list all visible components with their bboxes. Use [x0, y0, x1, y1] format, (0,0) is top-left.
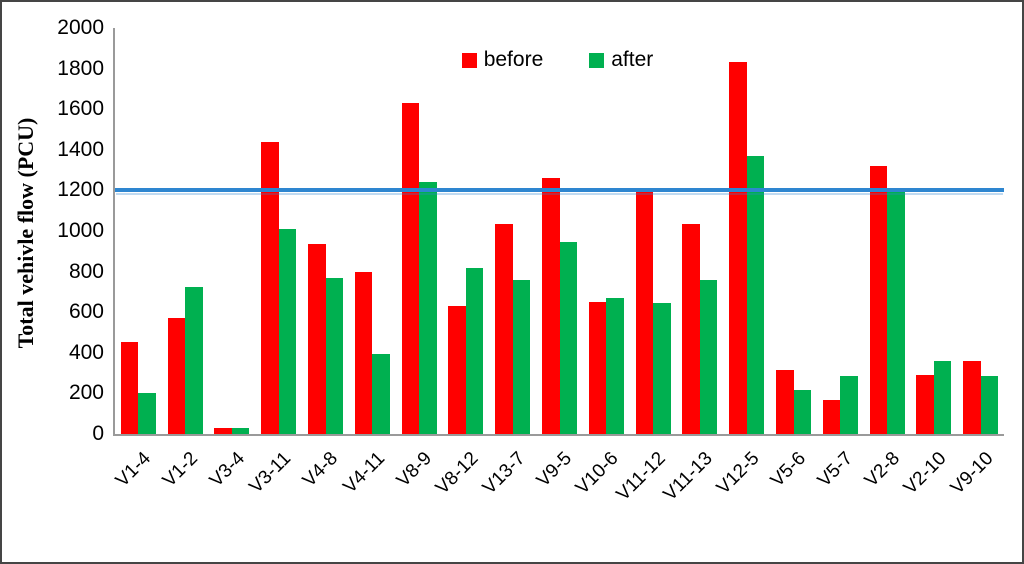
- bar-group-V5-6: [770, 28, 817, 434]
- x-tick-label-V11-13: V11-13: [659, 448, 717, 506]
- legend-label-after: after: [611, 48, 654, 71]
- x-tick-label-V2-10: V2-10: [899, 448, 951, 499]
- legend-swatch-after: [589, 52, 605, 68]
- y-tick-label-200: 200: [68, 381, 104, 405]
- bar-group-V8-12: [443, 28, 490, 434]
- x-tick-label-V2-8: V2-8: [860, 448, 904, 492]
- bar-after-V9-10: [980, 376, 999, 434]
- bar-after-V11-12: [653, 303, 671, 434]
- bar-after-V5-6: [793, 390, 812, 434]
- bar-after-V1-2: [185, 286, 203, 434]
- y-tick-label-1400: 1400: [57, 137, 104, 161]
- x-axis-tick-labels: V1-4 V1-2 V3-4 V3-11 V4-8 V4-11 V8-9 V8-12 V13-7…: [111, 442, 1002, 552]
- bar-groups: [115, 28, 1004, 434]
- bar-after-V9-5: [559, 242, 578, 434]
- bar-before-V4-11: [354, 271, 373, 434]
- x-tick-label-V4-11: V4-11: [339, 448, 389, 498]
- bar-before-V9-10: [963, 360, 981, 434]
- legend: before after: [113, 48, 1002, 72]
- y-tick-label-800: 800: [68, 259, 104, 283]
- bar-group-V1-4: [115, 28, 162, 434]
- bar-after-V4-8: [325, 277, 344, 434]
- y-axis-tick-labels: 0 200 400 600 800 1000 1200 1400 1600 1800 2000: [2, 16, 104, 445]
- bar-before-V8-9: [401, 103, 420, 434]
- bar-before-V11-13: [682, 223, 700, 434]
- bar-before-V5-6: [776, 370, 794, 434]
- x-tick-label-V5-7: V5-7: [813, 448, 857, 492]
- bar-before-V2-8: [869, 166, 888, 434]
- legend-item-after: after: [589, 48, 653, 72]
- bar-group-V9-10: [957, 28, 1004, 434]
- bar-after-V13-7: [512, 279, 531, 434]
- bar-group-V10-6: [583, 28, 630, 434]
- bar-group-V11-13: [677, 28, 724, 434]
- y-tick-label-400: 400: [68, 340, 104, 364]
- y-tick-label-1800: 1800: [57, 56, 104, 80]
- legend-item-before: before: [461, 48, 544, 72]
- x-tick-label-V9-5: V9-5: [532, 448, 577, 492]
- y-tick-label-1200: 1200: [57, 178, 104, 202]
- bar-after-V4-11: [372, 353, 390, 434]
- y-tick-label-1600: 1600: [57, 97, 104, 121]
- bar-before-V12-5: [729, 61, 747, 434]
- bar-after-V3-4: [231, 427, 250, 434]
- x-tick-label-V4-8: V4-8: [298, 448, 343, 492]
- bar-before-V3-4: [214, 427, 232, 434]
- x-tick-label-V11-12: V11-12: [612, 448, 670, 506]
- bar-after-V2-10: [933, 360, 952, 434]
- bar-group-V8-9: [396, 28, 443, 434]
- y-tick-label-0: 0: [92, 422, 104, 445]
- bar-before-V2-10: [916, 375, 934, 434]
- bar-after-V10-6: [606, 298, 624, 434]
- bar-group-V3-4: [209, 28, 256, 434]
- bar-group-V11-12: [630, 28, 677, 434]
- bar-group-V9-5: [536, 28, 583, 434]
- bar-after-V1-4: [138, 393, 156, 434]
- x-tick-label-V3-11: V3-11: [245, 448, 296, 498]
- bar-after-V11-13: [699, 279, 718, 434]
- bar-after-V8-12: [465, 267, 484, 434]
- x-tick-label-V5-6: V5-6: [766, 448, 811, 492]
- bar-group-V5-7: [817, 28, 864, 434]
- x-tick-label-V1-4: V1-4: [111, 448, 155, 492]
- x-tick-label-V13-7: V13-7: [478, 448, 530, 499]
- x-tick-label-V8-9: V8-9: [392, 448, 436, 492]
- plot-area: [113, 28, 1004, 436]
- x-tick-label-V1-2: V1-2: [158, 448, 202, 492]
- y-tick-label-600: 600: [68, 300, 104, 324]
- bar-group-V4-8: [302, 28, 349, 434]
- bar-before-V9-5: [542, 178, 560, 434]
- bar-before-V11-12: [635, 191, 654, 434]
- bar-after-V12-5: [746, 155, 765, 434]
- bar-group-V12-5: [723, 28, 770, 434]
- bar-before-V3-11: [261, 141, 279, 434]
- x-tick-label-V9-10: V9-10: [946, 448, 998, 499]
- reference-line-1200: [115, 188, 1004, 193]
- bar-group-V2-10: [911, 28, 958, 434]
- bar-before-V8-12: [448, 306, 466, 434]
- bar-group-V4-11: [349, 28, 396, 434]
- bar-after-V5-7: [840, 376, 858, 434]
- y-tick-label-2000: 2000: [57, 16, 104, 39]
- bar-group-V13-7: [489, 28, 536, 434]
- bar-before-V13-7: [495, 223, 513, 434]
- bar-before-V5-7: [822, 399, 841, 434]
- bar-before-V1-2: [167, 318, 186, 434]
- bar-group-V1-2: [162, 28, 209, 434]
- x-tick-label-V3-4: V3-4: [205, 448, 249, 492]
- bar-group-V2-8: [864, 28, 911, 434]
- bar-before-V10-6: [588, 302, 607, 434]
- legend-swatch-before: [461, 52, 477, 68]
- bar-group-V3-11: [255, 28, 302, 434]
- bar-after-V3-11: [278, 228, 297, 434]
- bar-after-V8-9: [419, 182, 437, 434]
- y-tick-label-1000: 1000: [57, 219, 104, 242]
- x-tick-label-V12-5: V12-5: [712, 448, 764, 499]
- bar-before-V1-4: [120, 341, 139, 434]
- legend-label-before: before: [483, 48, 544, 71]
- bar-after-V2-8: [887, 192, 905, 434]
- bar-before-V4-8: [308, 244, 326, 434]
- x-tick-label-V8-12: V8-12: [431, 448, 483, 499]
